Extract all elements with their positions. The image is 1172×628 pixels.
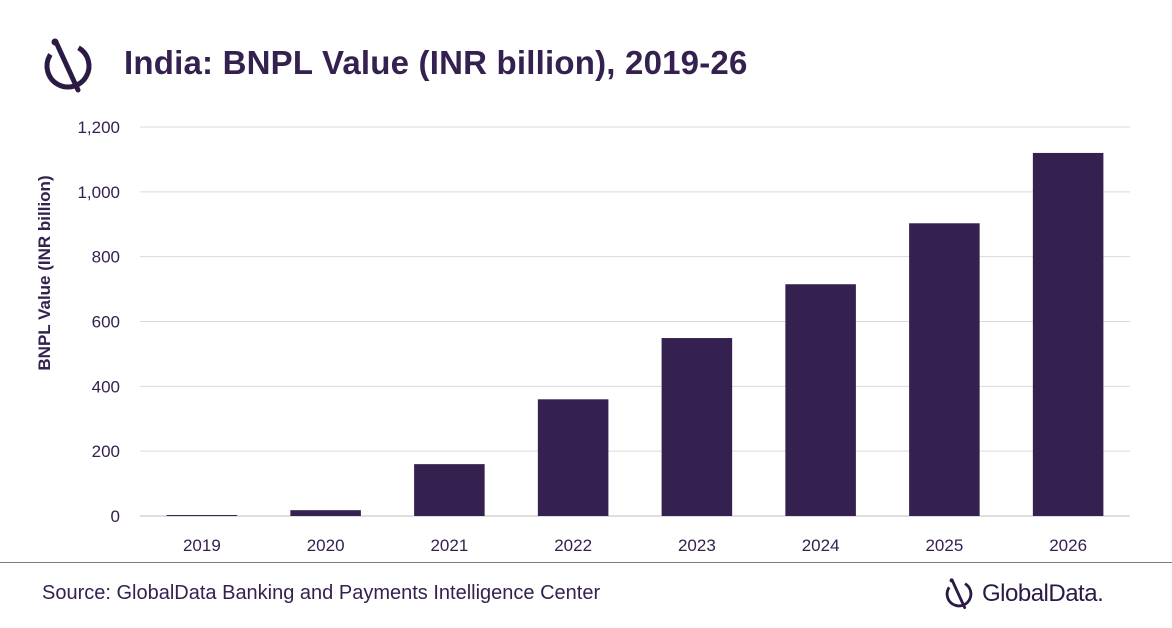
y-tick-labels: 0 200 400 600 800 1,000 1,200 <box>77 118 120 526</box>
y-tick-label: 800 <box>92 248 120 267</box>
y-tick-label: 600 <box>92 313 120 332</box>
bar-2019 <box>166 515 238 517</box>
y-tick-label: 0 <box>111 507 120 526</box>
x-tick-label: 2020 <box>307 536 345 555</box>
bar-2024 <box>785 284 856 516</box>
x-tick-label: 2024 <box>802 536 840 555</box>
x-tick-label: 2025 <box>925 536 963 555</box>
footer-divider <box>0 562 1172 563</box>
bar-2026 <box>1032 152 1104 516</box>
brand-name: GlobalData. <box>982 580 1104 607</box>
y-axis-label: BNPL Value (INR billion) <box>35 175 54 370</box>
x-tick-label: 2023 <box>678 536 716 555</box>
source-note: Source: GlobalData Banking and Payments … <box>42 582 601 604</box>
bar-2020 <box>290 510 361 516</box>
globaldata-logo-icon <box>945 578 973 610</box>
x-tick-label: 2026 <box>1049 536 1087 555</box>
x-tick-label: 2022 <box>554 536 592 555</box>
y-tick-label: 1,000 <box>77 183 120 202</box>
bars <box>166 152 1104 517</box>
page-title: India: BNPL Value (INR billion), 2019-26 <box>124 44 748 81</box>
bar-2021 <box>414 464 485 516</box>
y-tick-label: 200 <box>92 442 120 461</box>
x-tick-labels: 2019 2020 2021 2022 2023 2024 2025 2026 <box>183 536 1087 555</box>
bar-2023 <box>661 338 733 516</box>
y-tick-label: 1,200 <box>77 118 120 137</box>
x-tick-label: 2019 <box>183 536 221 555</box>
grid-lines <box>140 126 1130 517</box>
bar-2025 <box>909 223 980 516</box>
bar-2022 <box>537 399 609 516</box>
globaldata-logo-icon <box>44 38 92 93</box>
y-tick-label: 400 <box>92 377 120 396</box>
bar-chart: 0 200 400 600 800 1,000 1,200 2019 2020 2021 2022… <box>35 118 1130 555</box>
brand-logo: GlobalData. <box>944 576 1104 612</box>
x-tick-label: 2021 <box>430 536 468 555</box>
